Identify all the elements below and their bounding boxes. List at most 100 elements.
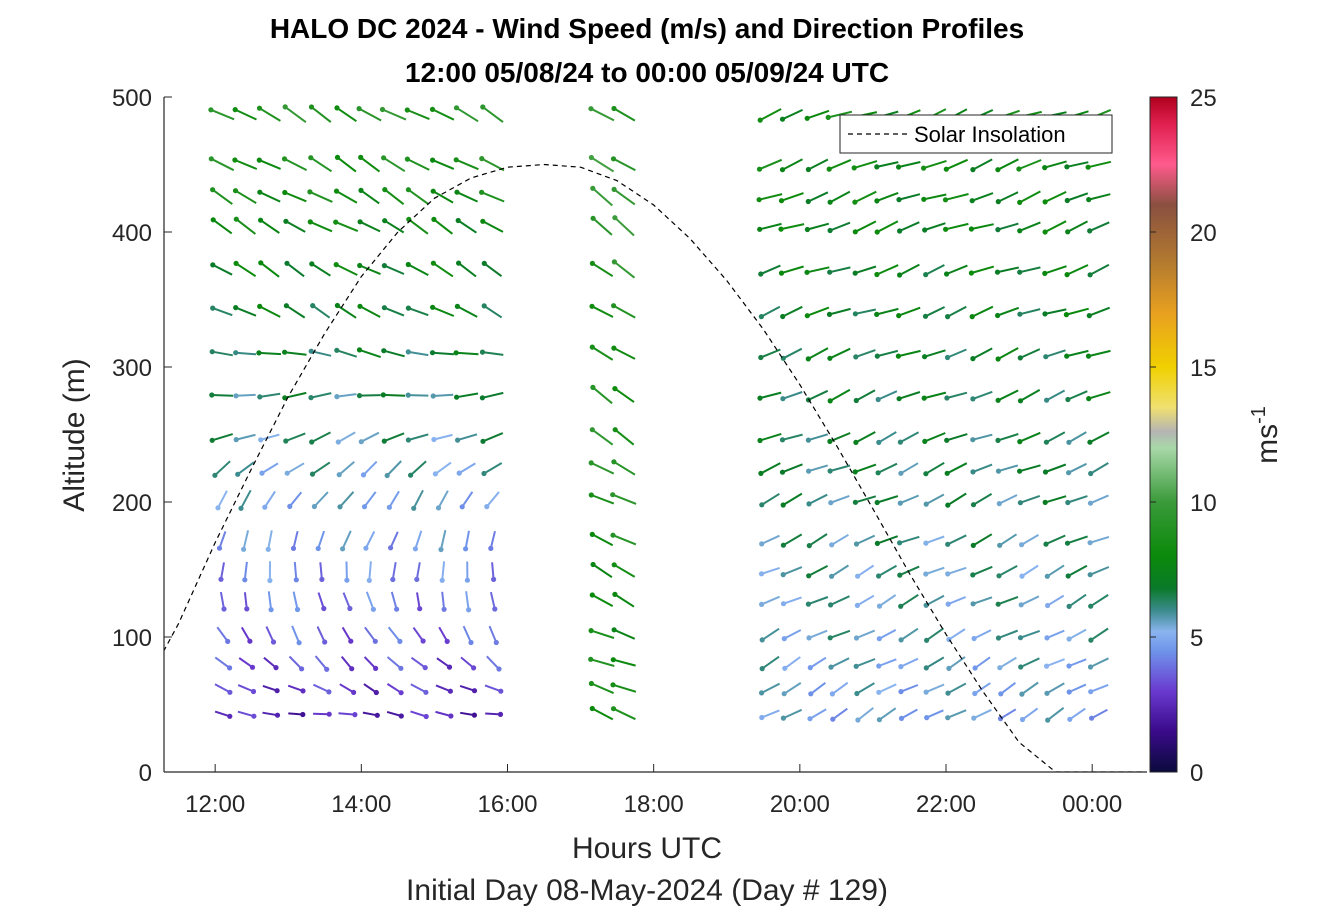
wind-vector xyxy=(855,707,874,723)
wind-vector xyxy=(853,431,876,445)
wind-vector xyxy=(435,684,453,694)
wind-vector xyxy=(484,491,500,510)
wind-vector xyxy=(1043,534,1066,547)
wind-vector xyxy=(356,106,382,122)
wind-vector xyxy=(435,490,449,511)
wind-vector xyxy=(357,219,381,233)
wind-vector xyxy=(479,349,504,356)
wind-vector xyxy=(454,189,479,203)
wind-vector xyxy=(757,108,782,123)
wind-vector xyxy=(430,260,454,278)
wind-vector xyxy=(214,656,233,671)
wind-vector xyxy=(827,388,851,404)
wind-vector xyxy=(589,344,614,361)
wind-vector xyxy=(382,187,405,205)
wind-vector xyxy=(410,683,429,695)
wind-vector xyxy=(874,349,899,359)
wind-vector xyxy=(853,658,876,669)
wind-vector xyxy=(826,158,852,172)
wind-vector xyxy=(459,684,478,694)
wind-vector xyxy=(219,591,227,612)
wind-vector xyxy=(995,347,1019,362)
wind-vector xyxy=(1066,658,1087,669)
wind-vector xyxy=(462,625,474,646)
colorbar-tick-label: 0 xyxy=(1190,760,1203,787)
wind-vector xyxy=(455,433,478,443)
wind-vector xyxy=(481,462,503,477)
wind-vector xyxy=(756,158,783,172)
wind-vector xyxy=(233,350,257,356)
wind-vector xyxy=(216,626,231,645)
wind-vector xyxy=(1066,593,1087,610)
wind-vector xyxy=(233,305,257,317)
wind-vector xyxy=(438,626,450,645)
wind-vector xyxy=(970,493,993,508)
wind-vector xyxy=(258,260,280,278)
wind-vector xyxy=(970,158,993,173)
wind-vector xyxy=(333,262,358,276)
wind-vector xyxy=(381,263,405,275)
wind-vector xyxy=(267,561,273,584)
colorbar-label-exponent: -1 xyxy=(1248,406,1270,424)
wind-vector xyxy=(759,682,781,696)
wind-vector xyxy=(758,462,781,476)
wind-vector xyxy=(309,261,331,277)
wind-vector xyxy=(968,223,994,232)
x-tick-label: 00:00 xyxy=(1062,791,1122,818)
wind-vector xyxy=(995,222,1019,233)
wind-vector xyxy=(208,156,235,172)
wind-vector xyxy=(309,431,331,445)
wind-vector xyxy=(970,596,993,607)
wind-vector xyxy=(1088,594,1109,609)
wind-vector xyxy=(588,656,615,667)
wind-vector xyxy=(316,626,328,645)
wind-vector xyxy=(611,562,636,578)
wind-vector xyxy=(756,193,783,203)
wind-vector xyxy=(944,348,967,361)
wind-vector xyxy=(876,431,897,445)
wind-vector xyxy=(611,259,636,279)
wind-vector xyxy=(995,433,1019,443)
wind-vector xyxy=(339,683,357,696)
wind-vector xyxy=(432,461,452,477)
wind-vector xyxy=(381,305,405,317)
wind-vector xyxy=(897,221,920,234)
wind-vector xyxy=(290,530,299,552)
wind-vector xyxy=(589,303,614,318)
wind-vector xyxy=(309,461,331,477)
wind-vector xyxy=(408,460,427,478)
wind-vector xyxy=(283,218,306,233)
wind-vector xyxy=(778,192,804,204)
wind-vector xyxy=(997,656,1017,671)
wind-vector xyxy=(1088,683,1109,695)
wind-vector xyxy=(897,494,920,506)
wind-vector xyxy=(488,530,496,552)
wind-vector xyxy=(922,349,946,360)
wind-vector xyxy=(922,432,946,444)
wind-vector xyxy=(874,220,899,235)
wind-vector xyxy=(943,222,969,232)
wind-vector xyxy=(1087,221,1110,234)
wind-vector xyxy=(338,712,358,718)
wind-vector xyxy=(759,595,780,608)
wind-vector xyxy=(430,393,454,399)
wind-vector xyxy=(807,708,827,722)
wind-vector xyxy=(431,216,454,235)
wind-vector xyxy=(853,534,876,547)
wind-vector xyxy=(1016,159,1042,172)
wind-vector xyxy=(356,347,382,359)
wind-vector xyxy=(242,561,248,583)
wind-vector xyxy=(263,656,279,671)
wind-vector xyxy=(233,260,257,278)
wind-vector xyxy=(365,591,376,612)
wind-vector xyxy=(780,533,803,548)
wind-vector xyxy=(384,460,402,479)
wind-vector xyxy=(588,154,615,173)
wind-vector xyxy=(1042,265,1067,276)
wind-vector xyxy=(994,266,1020,275)
wind-vector xyxy=(921,391,947,401)
wind-vector xyxy=(1018,657,1040,670)
wind-vector xyxy=(611,186,636,206)
wind-vector xyxy=(429,350,454,356)
wind-vector xyxy=(895,349,921,359)
